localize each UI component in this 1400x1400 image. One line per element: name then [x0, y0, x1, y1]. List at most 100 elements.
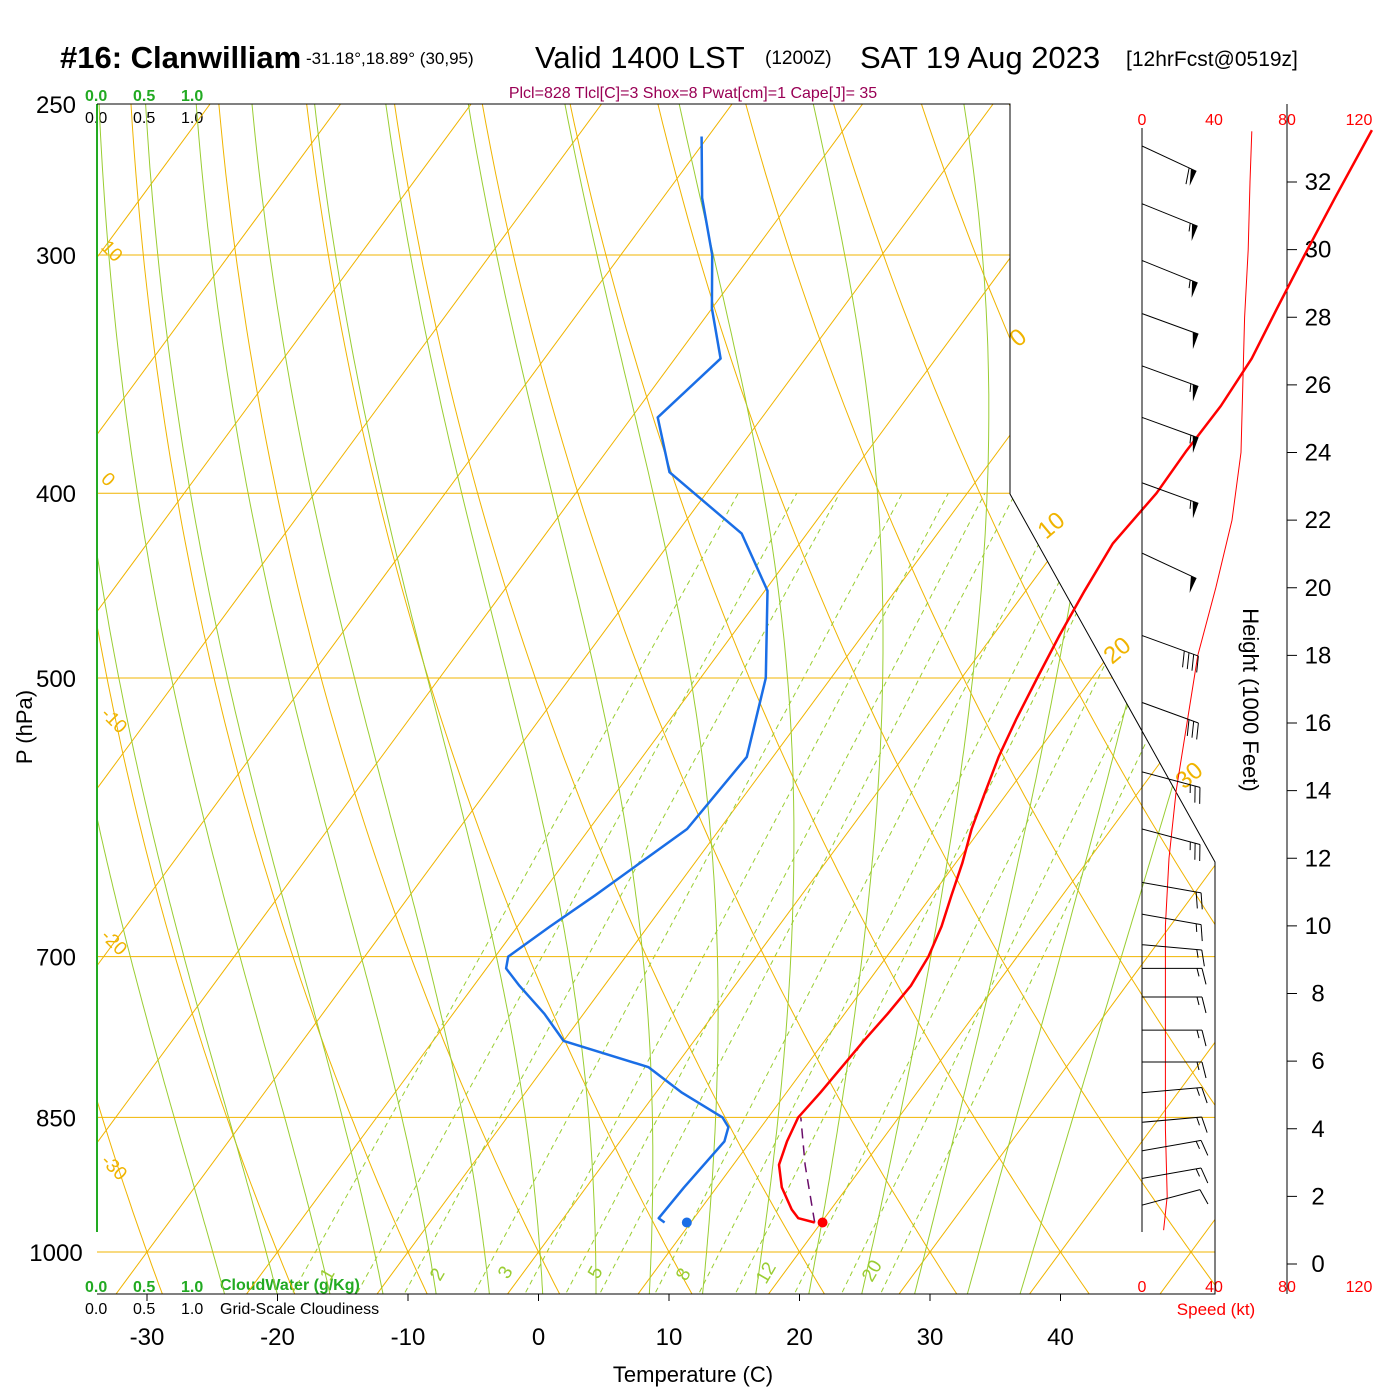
temperature-tick-label: -20: [260, 1324, 295, 1351]
height-tick-label: 10: [1305, 913, 1332, 940]
cloudwater-tick: 0.5: [133, 1279, 155, 1296]
mixing-ratio-label: 2: [426, 1265, 449, 1285]
moist-adiabat-line: [960, 104, 1215, 1294]
cloudiness-tick: 1.0: [181, 1301, 203, 1318]
plot-frame: [96, 103, 1216, 1295]
isotherm-line: [97, 104, 622, 1294]
wind-barb: [1142, 1029, 1207, 1047]
speed-scale: 0 40 80 120 0 40 80 120 Speed (kt): [1138, 112, 1373, 1319]
wind-barb-half-feather: [1195, 923, 1198, 932]
wind-barb-half-feather: [1196, 996, 1200, 1006]
wind-barb: [1141, 1139, 1209, 1156]
height-tick-label: 6: [1311, 1048, 1324, 1075]
temperature-tick-label: 20: [786, 1324, 813, 1351]
height-tick-label: 4: [1311, 1116, 1324, 1143]
height-axis-title: Height (1000 Feet): [1238, 608, 1263, 791]
wind-barb-half-feather: [1196, 1117, 1200, 1126]
cloudwater-tick: 0.5: [133, 88, 155, 105]
wind-barb-feather: [1196, 722, 1199, 740]
dry-adiabat-line: [97, 104, 172, 1294]
pressure-tick-label: 850: [36, 1105, 76, 1132]
cloudiness-tick: 0.5: [133, 1301, 155, 1318]
cloudiness-label: Grid-Scale Cloudiness: [220, 1301, 379, 1318]
isotherm-label: 0: [96, 469, 118, 491]
speed-tick: 120: [1346, 1279, 1373, 1296]
wind-barb: [1141, 944, 1205, 967]
wind-barb-half-feather: [1196, 1087, 1200, 1096]
isotherm-line: [97, 104, 753, 1294]
wind-barb: [1141, 365, 1199, 402]
height-tick-label: 26: [1305, 372, 1332, 399]
wind-barb-staff: [1141, 828, 1201, 845]
wind-barb-half-feather: [1196, 968, 1200, 977]
wind-barb-pennant: [1191, 280, 1198, 298]
dry-adiabat-line: [918, 104, 1215, 1294]
wind-barb: [1141, 702, 1199, 740]
moist-adiabat-line: [564, 104, 719, 1294]
wind-barb-feather: [1201, 1061, 1207, 1079]
wind-barb-staff: [1141, 313, 1199, 335]
wind-barb: [1141, 771, 1201, 804]
moist-adiabat-line: [1013, 104, 1215, 1294]
plot-border: [97, 103, 1216, 1295]
cloudwater-tick: 1.0: [181, 1279, 203, 1296]
wind-barb: [1141, 1167, 1209, 1184]
pressure-tick-label: 250: [36, 92, 76, 119]
wind-barb-half-feather: [1189, 435, 1192, 444]
dry-adiabat-line: [831, 104, 1215, 1294]
moist-adiabat-line: [678, 104, 795, 1294]
y-axis-title: P (hPa): [12, 690, 37, 764]
moist-adiabat-line: [97, 104, 231, 1294]
wind-barb: [1141, 482, 1199, 519]
stability-indices: Plcl=828 Tlcl[C]=3 Shox=8 Pwat[cm]=1 Cap…: [509, 85, 877, 102]
surface-temperature-dot: [817, 1217, 828, 1228]
wind-barb-staff: [1141, 1167, 1202, 1179]
wind-barb-half-feather: [1196, 949, 1199, 958]
wind-barb: [1142, 1061, 1207, 1079]
wind-barb: [1141, 828, 1201, 862]
isotherm-line: [99, 104, 1014, 1294]
dry-adiabat-label: 0: [1005, 323, 1033, 352]
moist-adiabat-line: [908, 104, 1117, 1294]
wind-barb-staff: [1141, 482, 1199, 504]
isotherm-line: [97, 104, 492, 1294]
moist-adiabat-line: [856, 104, 990, 1294]
wind-barb-feather: [1201, 996, 1207, 1014]
wind-barb-pennant: [1192, 501, 1199, 519]
zulu-time: (1200Z): [765, 48, 832, 69]
background-lines: [97, 77, 1400, 1316]
wind-barb-pennant: [1189, 575, 1197, 593]
height-tick-label: 16: [1305, 710, 1332, 737]
temperature-tick-label: -10: [391, 1324, 426, 1351]
isotherm-line: [1143, 104, 1215, 1294]
x-axis-title: Temperature (C): [613, 1362, 773, 1387]
wind-barb-feather: [1196, 655, 1199, 673]
mixing-ratio-line: [288, 492, 739, 1294]
wind-barb-half-feather: [1188, 223, 1191, 232]
height-tick-label: 0: [1311, 1251, 1324, 1278]
dry-adiabat-line: [305, 104, 705, 1294]
isotherm-label: -10: [96, 704, 130, 738]
wind-barb-half-feather: [1189, 383, 1192, 392]
wind-barb: [1141, 913, 1203, 942]
moist-adiabat-line: [251, 104, 492, 1294]
speed-tick: 40: [1205, 1279, 1223, 1296]
wind-barb: [1141, 1116, 1208, 1133]
isotherm-line: [230, 104, 1144, 1294]
isotherm-line: [491, 104, 1215, 1294]
isotherm-line: [97, 104, 361, 1294]
pressure-tick-label: 300: [36, 243, 76, 270]
wind-barb: [1141, 416, 1199, 453]
height-tick-label: 22: [1305, 507, 1332, 534]
wind-barb-feather: [1186, 652, 1190, 670]
moist-adiabat-line: [314, 104, 545, 1294]
mixing-ratio-line: [521, 492, 949, 1294]
temperature-tick-label: 0: [532, 1324, 545, 1351]
wind-barb-feather: [1201, 949, 1205, 967]
isotherm-line: [1275, 77, 1400, 1316]
parcel-path-line: [800, 1117, 816, 1223]
wind-barb: [1141, 635, 1199, 673]
wind-barb-feather: [1195, 891, 1198, 909]
wind-barb-feather: [1201, 1116, 1208, 1133]
